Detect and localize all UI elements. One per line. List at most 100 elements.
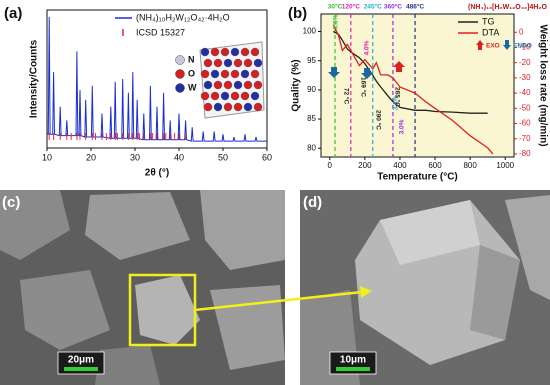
y2-tick-label: -40 (519, 88, 531, 97)
x-axis-label: 2θ (°) (145, 168, 169, 179)
atom-decor (220, 91, 230, 101)
x-axis-label: Temperature (°C) (377, 172, 458, 183)
atom-decor (220, 69, 230, 79)
legend-exo-arrow (476, 40, 484, 50)
legend-label: (NH₄)₁₀H₂W₁₂O₄₂·4H₂O (136, 12, 230, 22)
x-tick-label: 400 (393, 161, 407, 170)
scale-bar-label: 20μm (68, 355, 94, 366)
exo-arrow (393, 61, 405, 72)
atom-decor (250, 69, 260, 79)
atom-decor (240, 91, 250, 101)
legend-label: ICSD 15327 (136, 27, 185, 37)
scale-bar (336, 367, 370, 371)
atom-decor (240, 47, 250, 57)
x-tick-label: 0 (328, 161, 333, 170)
y2-tick-label: 0 (519, 27, 524, 36)
atom-decor (203, 102, 213, 112)
x-tick-label: 50 (218, 152, 228, 162)
tg-line (332, 30, 488, 114)
y-tick-label: 100 (303, 27, 317, 36)
sem-image-c (0, 190, 285, 385)
atom-decor (233, 102, 243, 112)
atom-decor (243, 80, 253, 90)
atom-label: N (188, 54, 195, 64)
zoom-arrow (194, 290, 363, 312)
atom-swatch (175, 83, 185, 93)
y-axis-label: Quality (%) (291, 59, 302, 111)
annotation: 3.3% (393, 95, 400, 110)
endo-arrow (361, 68, 373, 79)
atom-decor (243, 58, 253, 68)
atom-decor (203, 58, 213, 68)
atom-decor (253, 80, 263, 90)
y2-tick-label: -10 (519, 43, 531, 52)
atom-decor (233, 80, 243, 90)
atom-decor (223, 102, 233, 112)
atom-decor (230, 91, 240, 101)
atom-label: O (188, 68, 195, 78)
annotation: 3.6% (333, 14, 340, 29)
annotation: 169 °C (359, 77, 367, 97)
atom-decor (253, 58, 263, 68)
legend-label: TG (482, 16, 495, 26)
plot-bg (320, 13, 515, 158)
endo-label: ENDO (513, 43, 532, 50)
x-tick-label: 10 (42, 152, 52, 162)
zoom-arrowhead (360, 286, 372, 298)
atom-decor (210, 91, 220, 101)
atom-label: W (188, 82, 197, 92)
atom-swatch (175, 69, 185, 79)
xrd-line (47, 16, 267, 142)
atom-decor (243, 102, 253, 112)
annotation: 72 °C (342, 88, 350, 105)
temperature-label: 486°C (406, 3, 424, 11)
atom-decor (203, 80, 213, 90)
x-tick-label: 600 (428, 161, 442, 170)
annotation: 4.0% (364, 40, 371, 55)
annotation: 265 °C (393, 87, 401, 107)
panel-label: (d) (303, 194, 322, 211)
x-tick-label: 200 (358, 161, 372, 170)
atom-decor (213, 80, 223, 90)
legend-label: DTA (482, 27, 499, 37)
exo-label: EXO (486, 43, 500, 50)
x-tick-label: 1000 (496, 161, 514, 170)
atom-decor (250, 91, 260, 101)
panel-label: (a) (4, 5, 22, 22)
atom-decor (200, 69, 210, 79)
crystal-structure (199, 41, 265, 119)
temperature-label: 360°C (384, 3, 402, 11)
chart-title: (NH₄)₁₀[H₂W₁₂O₄₂]4H₂O (468, 4, 548, 11)
atom-decor (230, 69, 240, 79)
x-tick-label: 40 (174, 152, 184, 162)
y2-tick-label: -80 (519, 149, 531, 158)
y2-tick-label: -70 (519, 134, 531, 143)
dta-line (332, 24, 494, 155)
panel-label: (b) (288, 5, 307, 22)
scale-bar (64, 367, 98, 371)
legend-endo-arrow (503, 40, 511, 50)
atom-decor (213, 102, 223, 112)
atom-decor (210, 47, 220, 57)
annotation: 290 °C (374, 110, 382, 130)
atom-decor (230, 47, 240, 57)
annotation: 3.0% (399, 119, 406, 134)
atom-decor (223, 58, 233, 68)
y-tick-label: 80 (307, 143, 316, 152)
atom-swatch (175, 55, 185, 65)
y-tick-label: 85 (307, 114, 316, 123)
x-tick-label: 20 (86, 152, 96, 162)
y2-tick-label: -20 (519, 58, 531, 67)
y-tick-label: 90 (307, 85, 316, 94)
atom-decor (200, 47, 210, 57)
atom-decor (223, 80, 233, 90)
y2-tick-label: -30 (519, 73, 531, 82)
scale-bar-label: 10μm (340, 355, 366, 366)
x-tick-label: 60 (262, 152, 272, 162)
y-tick-label: 95 (307, 56, 316, 65)
atom-decor (213, 58, 223, 68)
atom-decor (240, 69, 250, 79)
y2-tick-label: -60 (519, 119, 531, 128)
temperature-label: 245°C (364, 3, 382, 11)
